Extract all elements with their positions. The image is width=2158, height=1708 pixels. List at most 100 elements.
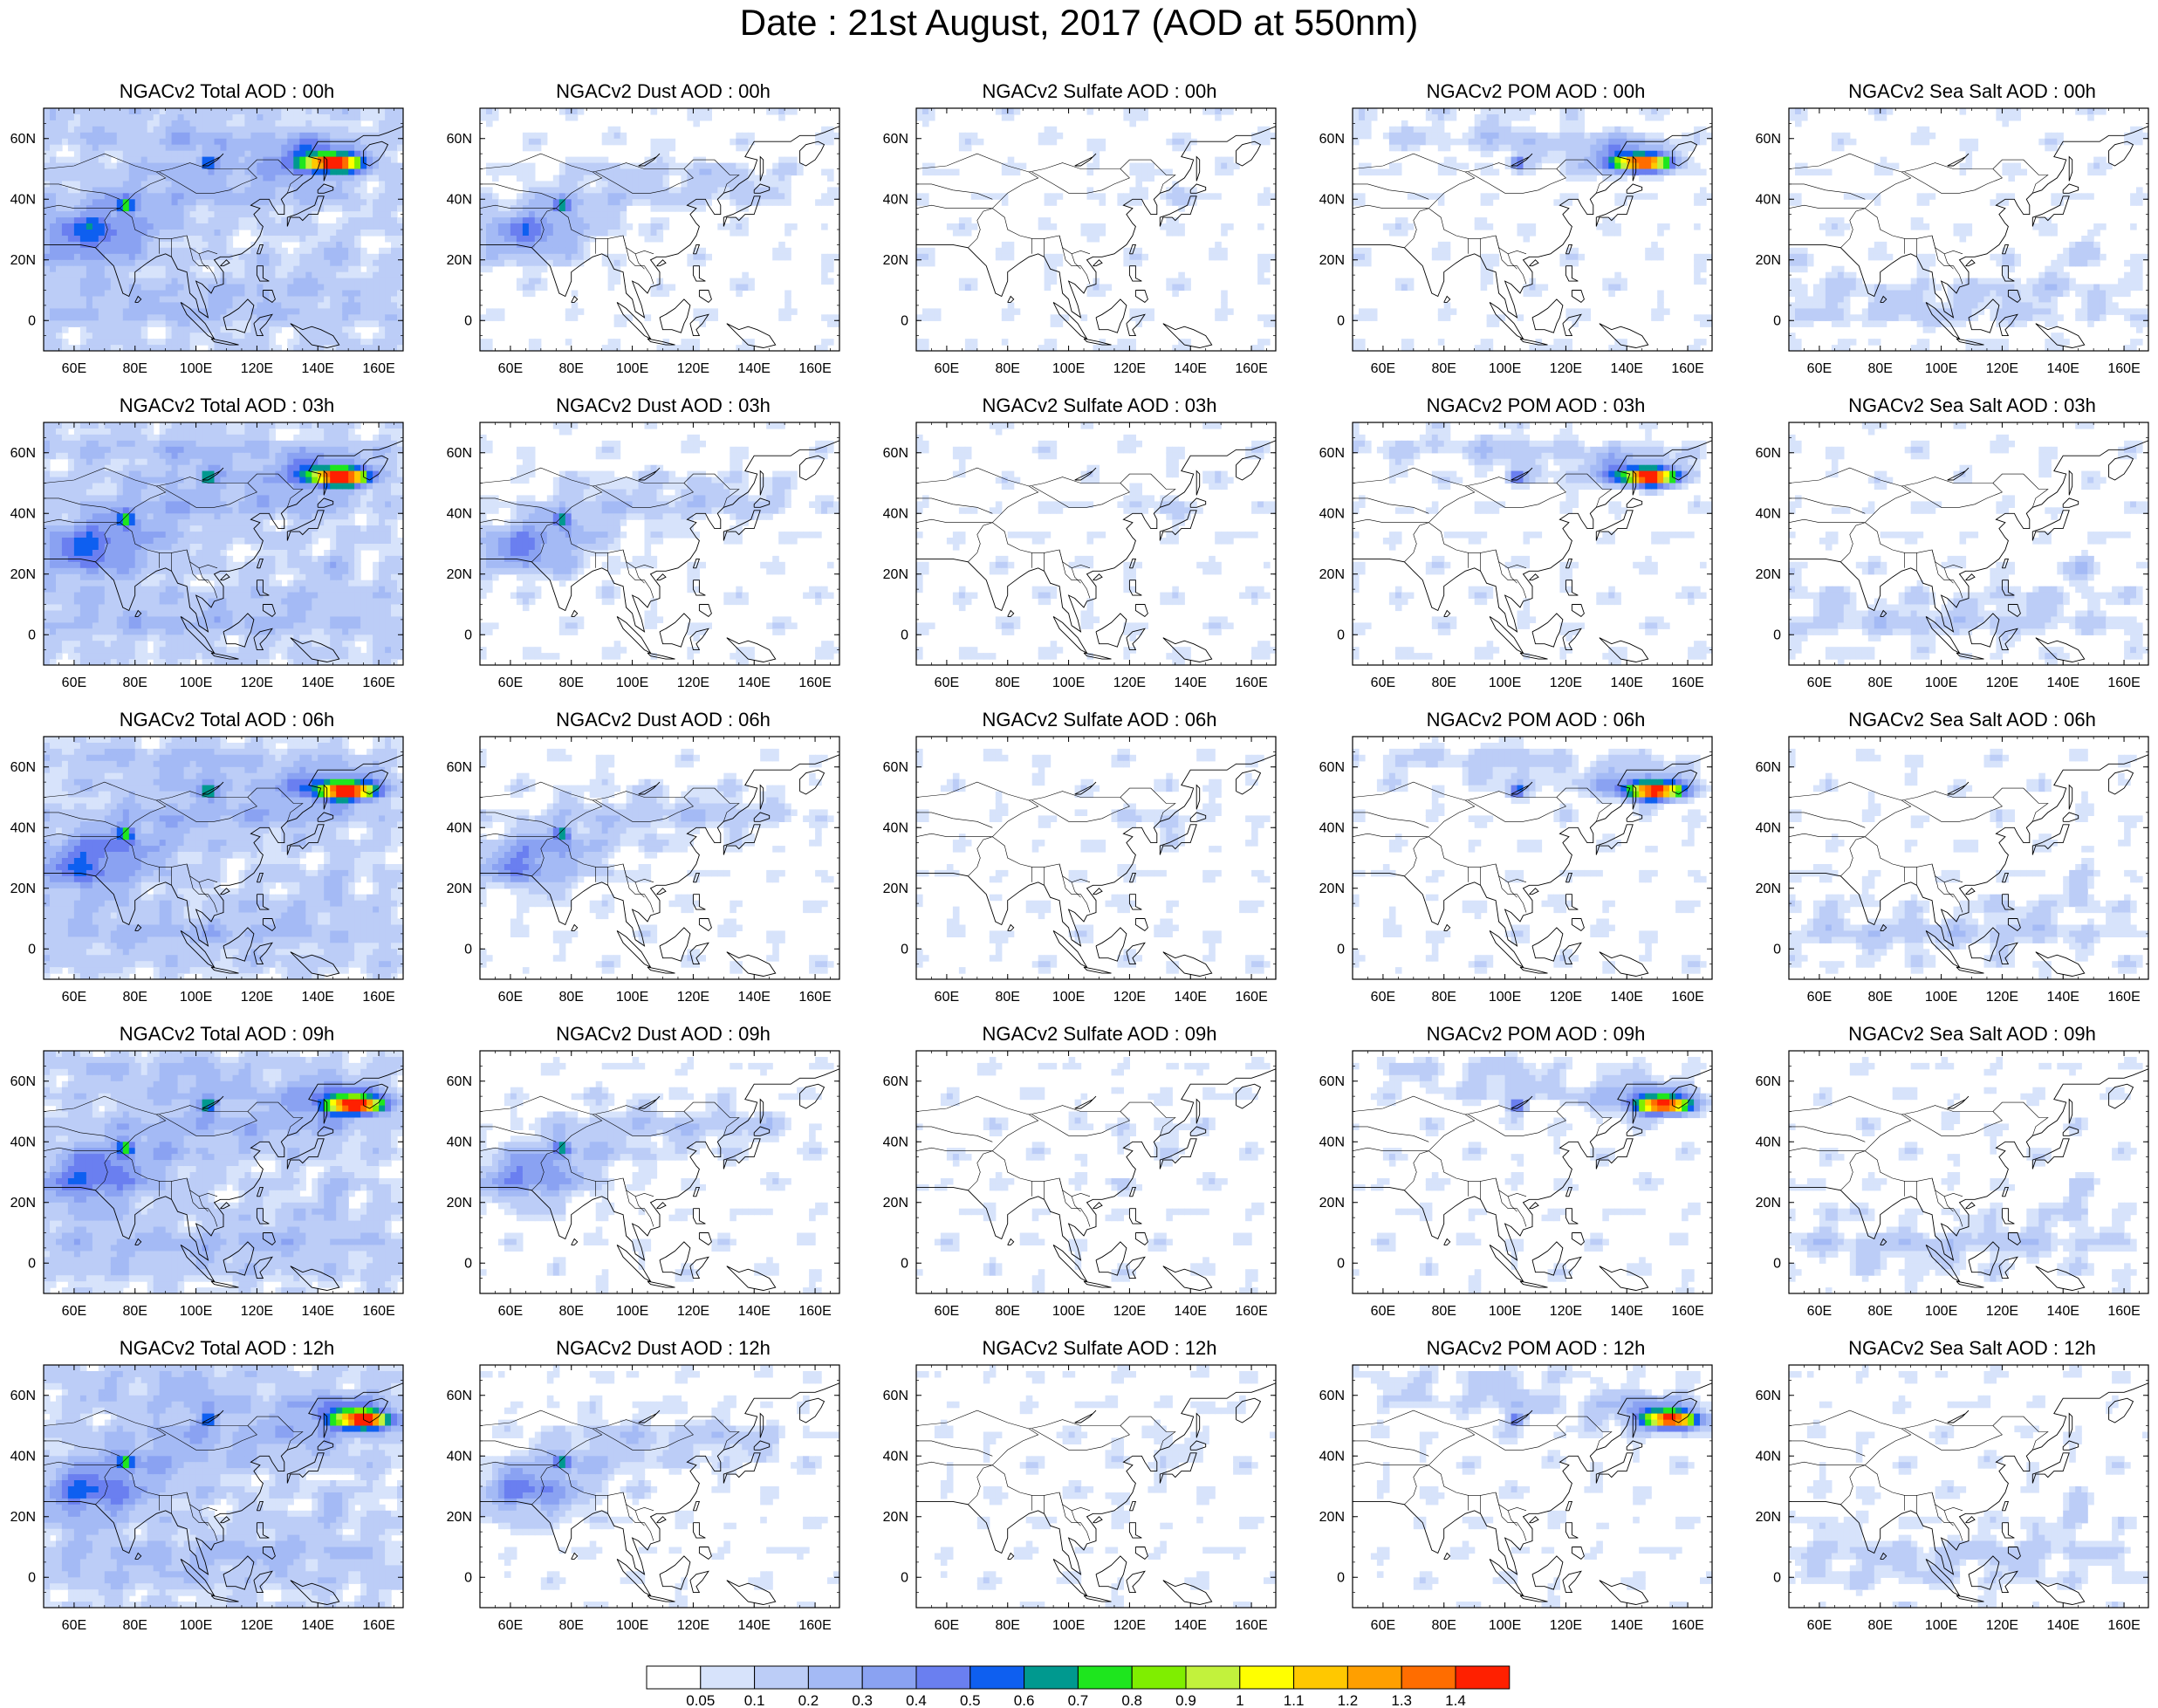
map-panel-seasalt-03h: NGACv2 Sea Salt AOD : 03h 60E 80E 100E 120E 1… [1756, 394, 2155, 690]
coastlines [1789, 754, 2148, 977]
colorbar-label: 1 [1236, 1692, 1243, 1707]
x-tick-label: 120E [1113, 676, 1146, 690]
x-tick-label: 100E [1489, 676, 1521, 690]
y-tick-label: 0 [1773, 1256, 1781, 1271]
panel-title: NGACv2 Dust AOD : 09h [480, 1023, 846, 1046]
aod-map: 60E 80E 100E 120E 140E 160E 60N 40N 20N 0 [883, 1050, 1277, 1319]
y-tick-label: 0 [464, 313, 472, 328]
x-tick-label: 160E [2107, 676, 2140, 690]
colorbar-swatch [646, 1665, 702, 1690]
aod-field [480, 1365, 839, 1608]
x-tick-label: 60E [935, 1618, 959, 1633]
x-tick-label: 120E [241, 676, 273, 690]
map-panel-total-06h: NGACv2 Total AOD : 06h 60E 80E 100E 120E 140E… [10, 709, 410, 1005]
x-tick-label: 160E [798, 1618, 831, 1633]
y-tick-label: 0 [464, 942, 472, 957]
y-tick-label: 20N [10, 881, 36, 896]
y-tick-label: 20N [10, 567, 36, 582]
x-tick-label: 60E [62, 676, 86, 690]
y-tick-label: 0 [1773, 942, 1781, 957]
y-tick-label: 60N [1756, 132, 1781, 147]
x-tick-label: 120E [1113, 361, 1146, 376]
colorbar-swatch [1401, 1665, 1456, 1690]
colorbar-label: 0.9 [1175, 1692, 1196, 1707]
coastlines [1353, 754, 1712, 977]
y-tick-label: 60N [1756, 760, 1781, 775]
aod-map: 60E 80E 100E 120E 140E 160E 60N 40N 20N 0 [1756, 1364, 2149, 1633]
x-tick-label: 100E [1489, 990, 1521, 1005]
x-tick-label: 140E [2047, 1304, 2079, 1319]
x-tick-label: 140E [1611, 990, 1643, 1005]
coastlines [1789, 1382, 2148, 1605]
x-tick-label: 160E [1671, 676, 1703, 690]
colorbar-label: 1.3 [1391, 1692, 1412, 1707]
map-frame [1788, 1050, 2149, 1294]
x-tick-label: 120E [677, 676, 709, 690]
coastlines [480, 754, 839, 977]
panel-title: NGACv2 Sea Salt AOD : 00h [1789, 80, 2155, 103]
y-tick-label: 40N [1756, 1135, 1781, 1149]
x-tick-label: 80E [1432, 1304, 1456, 1319]
y-tick-label: 40N [1756, 506, 1781, 521]
aod-field [44, 108, 403, 351]
y-tick-label: 0 [28, 1256, 36, 1271]
map-panel-seasalt-12h: NGACv2 Sea Salt AOD : 12h 60E 80E 100E 120E 1… [1756, 1337, 2155, 1633]
x-tick-label: 60E [498, 361, 523, 376]
x-tick-label: 120E [1113, 990, 1146, 1005]
y-tick-label: 40N [10, 192, 36, 207]
panel-title: NGACv2 Sulfate AOD : 06h [916, 709, 1283, 731]
x-tick-label: 80E [996, 1618, 1020, 1633]
y-tick-label: 20N [10, 1196, 36, 1211]
x-tick-label: 140E [1175, 990, 1207, 1005]
y-tick-label: 0 [1337, 942, 1345, 957]
x-tick-label: 80E [1432, 361, 1456, 376]
x-tick-label: 100E [616, 1304, 648, 1319]
y-tick-label: 40N [447, 820, 472, 835]
aod-field [1353, 737, 1712, 977]
y-tick-label: 40N [447, 192, 472, 207]
x-tick-label: 120E [677, 1304, 709, 1319]
coastlines [916, 754, 1276, 977]
aod-map: 60E 80E 100E 120E 140E 160E 60N 40N 20N 0 [447, 1050, 840, 1319]
y-tick-label: 60N [1319, 1074, 1345, 1089]
x-tick-label: 140E [1175, 361, 1207, 376]
x-tick-label: 100E [1052, 990, 1085, 1005]
x-tick-label: 160E [798, 990, 831, 1005]
y-tick-label: 0 [1337, 313, 1345, 328]
coastlines [44, 126, 403, 348]
aod-map: 60E 80E 100E 120E 140E 160E 60N 40N 20N 0 [883, 107, 1277, 376]
y-tick-label: 20N [447, 881, 472, 896]
colorbar-label: 0.4 [906, 1692, 927, 1707]
colorbar-label: 1.1 [1284, 1692, 1305, 1707]
y-tick-label: 60N [883, 446, 908, 461]
y-tick-label: 0 [464, 628, 472, 642]
aod-field [44, 737, 403, 979]
x-tick-label: 140E [1175, 1304, 1207, 1319]
y-tick-label: 40N [883, 506, 908, 521]
x-tick-label: 140E [738, 1304, 771, 1319]
coastlines [916, 126, 1276, 348]
aod-map: 60E 80E 100E 120E 140E 160E 60N 40N 20N 0 [447, 1364, 840, 1633]
x-tick-label: 100E [1489, 1618, 1521, 1633]
y-tick-label: 20N [883, 1510, 908, 1525]
y-tick-label: 0 [901, 942, 908, 957]
x-tick-label: 100E [1925, 361, 1957, 376]
x-tick-label: 80E [1868, 361, 1893, 376]
y-tick-label: 60N [10, 1074, 36, 1089]
panel-title: NGACv2 Dust AOD : 03h [480, 394, 846, 417]
x-tick-label: 120E [1550, 1618, 1582, 1633]
x-tick-label: 60E [62, 990, 86, 1005]
x-tick-label: 160E [1235, 990, 1267, 1005]
y-tick-label: 0 [28, 313, 36, 328]
colorbar-swatch [1131, 1665, 1187, 1690]
x-tick-label: 80E [1432, 676, 1456, 690]
y-tick-label: 20N [1319, 1196, 1345, 1211]
aod-map: 60E 80E 100E 120E 140E 160E 60N 40N 20N 0 [1756, 422, 2149, 690]
x-tick-label: 120E [1986, 1304, 2018, 1319]
x-tick-label: 80E [559, 676, 584, 690]
coastlines [480, 126, 839, 348]
y-tick-label: 0 [28, 942, 36, 957]
x-tick-label: 160E [2107, 990, 2140, 1005]
coastlines [480, 440, 839, 662]
map-panel-sulfate-00h: NGACv2 Sulfate AOD : 00h 60E 80E 100E 120E 14… [883, 80, 1283, 376]
